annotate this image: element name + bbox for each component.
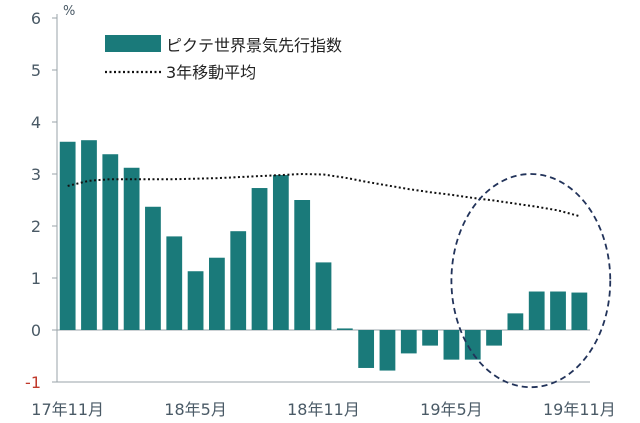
x-axis-labels: 17年11月 18年5月 18年11月 19年5月 19年11月	[31, 400, 615, 419]
legend-bar-swatch	[105, 35, 161, 52]
bar	[550, 291, 566, 330]
y-tick-label: 6	[31, 9, 41, 28]
bar	[166, 236, 183, 330]
bar	[571, 292, 588, 330]
y-tick-label: 3	[31, 165, 41, 184]
bar	[443, 330, 460, 360]
y-tick-label: 5	[31, 61, 41, 80]
legend-bar-label: ピクテ世界景気先行指数	[166, 36, 342, 55]
bar	[507, 313, 524, 330]
y-tick-label: 4	[31, 113, 41, 132]
bar	[145, 206, 161, 330]
bar	[336, 328, 353, 330]
legend-line-label: 3年移動平均	[166, 63, 256, 82]
bar	[315, 262, 332, 330]
moving-average-series	[67, 172, 580, 218]
bar	[358, 330, 375, 368]
bar	[251, 188, 268, 330]
x-tick-label: 18年11月	[287, 400, 360, 419]
bar	[464, 330, 481, 360]
bar	[187, 271, 204, 330]
bar	[123, 167, 140, 330]
y-tick-label: -1	[25, 373, 41, 392]
bar	[81, 140, 97, 330]
moving-average-line	[67, 172, 580, 218]
legend: ピクテ世界景気先行指数 3年移動平均	[105, 35, 342, 82]
y-axis-labels: 6 5 4 3 2 1 0 -1%	[25, 4, 75, 392]
bar	[102, 154, 119, 330]
x-tick-label: 19年5月	[420, 400, 483, 419]
y-tick-label: 1	[31, 269, 41, 288]
bar	[59, 141, 76, 330]
bar	[294, 200, 311, 330]
x-tick-label: 18年5月	[164, 400, 227, 419]
highlight-ellipse	[450, 173, 612, 389]
x-tick-label: 19年11月	[543, 400, 616, 419]
y-tick-label: 2	[31, 217, 41, 236]
highlight-ellipse-shape	[450, 173, 612, 389]
y-unit-label: %	[63, 4, 75, 19]
bar	[209, 257, 225, 330]
bar	[230, 231, 247, 330]
bar	[486, 330, 502, 346]
y-tick-label: 0	[31, 321, 41, 340]
bar	[379, 330, 396, 371]
bar	[528, 291, 545, 330]
bar	[272, 175, 289, 330]
x-tick-label: 17年11月	[31, 400, 104, 419]
bar	[422, 330, 438, 346]
bar-series	[59, 140, 588, 371]
bar	[400, 330, 417, 354]
